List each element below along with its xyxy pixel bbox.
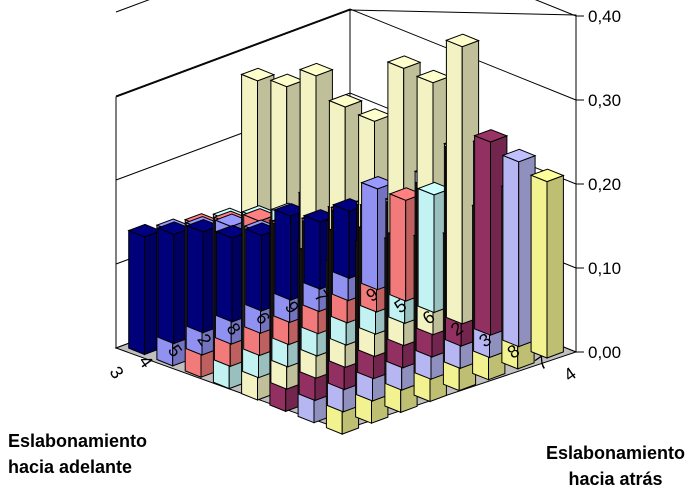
bars: [127, 33, 565, 435]
bar: [501, 148, 537, 348]
z-tick-label: 0,30: [588, 91, 621, 110]
bar: [529, 168, 565, 359]
bar: [127, 223, 163, 356]
y-axis-title: Eslabonamiento hacia atrás: [546, 440, 685, 492]
z-tick-label: 0,20: [588, 175, 621, 194]
x-tick-label: 3: [106, 363, 128, 383]
y-axis-title-text: Eslabonamiento hacia atrás: [545, 443, 685, 489]
x-axis-title: Eslabonamiento hacia adelante: [8, 428, 147, 480]
z-tick-label: 0,40: [588, 7, 621, 26]
y-tick-label: 4: [560, 363, 580, 385]
z-tick-labels: 0,00 0,10 0,20 0,30 0,40: [576, 7, 621, 362]
gridline: [115, 8, 577, 101]
z-tick-label: 0,10: [588, 259, 621, 278]
z-tick-label: 0,00: [588, 343, 621, 362]
x-axis-title-text: Eslabonamiento hacia adelante: [8, 431, 148, 477]
